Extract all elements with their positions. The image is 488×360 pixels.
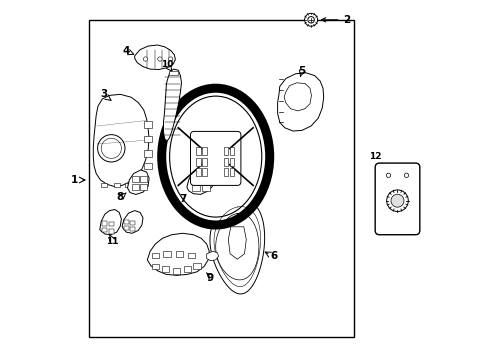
Bar — [202, 169, 210, 175]
Bar — [223, 147, 228, 155]
Bar — [196, 158, 200, 166]
Text: 10: 10 — [161, 60, 173, 69]
Bar — [163, 251, 170, 257]
Circle shape — [143, 57, 147, 61]
Circle shape — [386, 173, 390, 177]
Text: 6: 6 — [270, 251, 277, 261]
Polygon shape — [147, 233, 209, 275]
Bar — [132, 176, 139, 182]
Bar — [144, 136, 151, 142]
Circle shape — [404, 173, 408, 177]
Circle shape — [304, 13, 317, 26]
Bar — [132, 184, 139, 190]
Polygon shape — [277, 73, 323, 131]
Polygon shape — [209, 199, 264, 294]
Bar — [229, 158, 234, 166]
Bar — [144, 150, 151, 157]
Bar — [130, 221, 135, 225]
Polygon shape — [127, 170, 149, 194]
Bar — [223, 168, 228, 176]
Circle shape — [101, 138, 121, 158]
Text: 11: 11 — [105, 238, 118, 247]
Circle shape — [307, 17, 314, 23]
Bar — [151, 264, 159, 269]
Text: 5: 5 — [298, 66, 305, 76]
Text: 4: 4 — [122, 46, 130, 56]
Circle shape — [168, 57, 172, 61]
Bar — [144, 121, 151, 128]
Bar — [202, 147, 206, 155]
Bar — [192, 185, 200, 191]
FancyBboxPatch shape — [190, 131, 241, 185]
Bar — [123, 226, 129, 230]
Bar — [162, 266, 168, 272]
Polygon shape — [100, 210, 121, 235]
Circle shape — [390, 194, 403, 207]
Bar — [89, 20, 353, 337]
Bar — [124, 183, 130, 187]
Bar — [108, 222, 114, 226]
Bar — [196, 168, 200, 176]
Polygon shape — [93, 94, 149, 186]
Bar — [101, 183, 107, 187]
Text: 7: 7 — [179, 194, 186, 204]
Bar — [144, 163, 151, 169]
Text: 1: 1 — [71, 175, 78, 185]
Bar — [123, 220, 129, 224]
Bar — [108, 229, 114, 234]
Bar — [151, 253, 159, 258]
Bar — [183, 266, 191, 272]
Polygon shape — [186, 166, 215, 194]
Bar — [140, 184, 146, 190]
Bar — [192, 177, 200, 183]
Bar — [196, 147, 200, 155]
Bar — [114, 183, 120, 187]
Bar — [168, 71, 178, 75]
Polygon shape — [228, 227, 246, 259]
Bar — [176, 251, 183, 257]
Ellipse shape — [162, 88, 269, 225]
Bar — [202, 168, 206, 176]
Bar — [173, 268, 180, 274]
Bar — [202, 158, 206, 166]
Bar — [130, 227, 135, 231]
Bar — [187, 253, 194, 258]
Bar — [140, 176, 146, 182]
Bar — [192, 169, 200, 175]
Circle shape — [98, 135, 125, 162]
Text: 2: 2 — [321, 15, 350, 25]
Bar — [202, 185, 210, 191]
Text: 8: 8 — [117, 192, 123, 202]
Polygon shape — [134, 45, 175, 69]
Circle shape — [386, 190, 407, 211]
Text: 12: 12 — [368, 152, 380, 161]
Bar — [229, 168, 234, 176]
Text: 9: 9 — [206, 273, 213, 283]
Polygon shape — [122, 211, 142, 233]
Polygon shape — [206, 251, 218, 261]
Bar — [102, 228, 106, 232]
Text: 3: 3 — [100, 89, 107, 99]
Bar — [193, 263, 200, 269]
Bar — [229, 147, 234, 155]
Bar — [223, 158, 228, 166]
Polygon shape — [163, 69, 181, 141]
Circle shape — [158, 57, 162, 61]
Bar — [202, 177, 210, 183]
FancyBboxPatch shape — [374, 163, 419, 235]
Bar — [102, 221, 107, 226]
